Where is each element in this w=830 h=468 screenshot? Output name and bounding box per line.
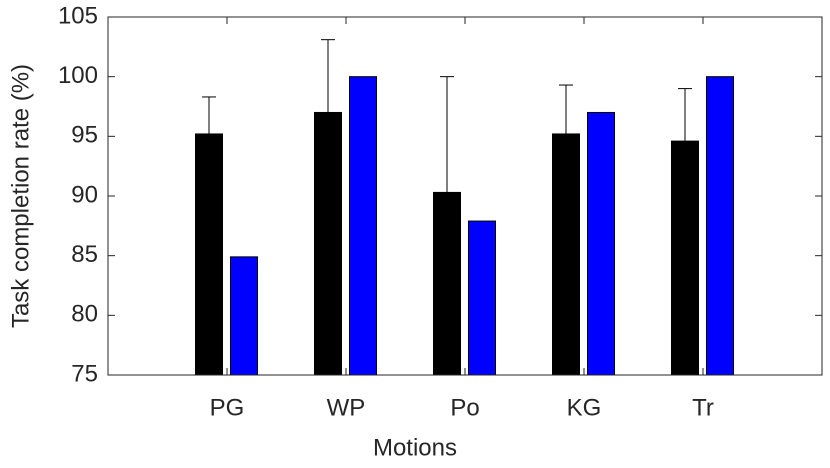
bar — [433, 191, 461, 376]
bar — [468, 220, 496, 376]
x-tick-label: WP — [327, 394, 366, 421]
bar — [587, 111, 615, 376]
y-tick-label: 85 — [71, 241, 98, 268]
bar — [671, 140, 699, 376]
y-tick-label: 90 — [71, 181, 98, 208]
bar — [195, 133, 223, 376]
y-tick-label: 100 — [58, 62, 98, 89]
bar — [552, 133, 580, 376]
bar — [314, 111, 342, 376]
y-axis-label: Task completion rate (%) — [7, 64, 34, 328]
bar — [230, 256, 258, 376]
y-tick-label: 105 — [58, 2, 98, 29]
y-tick-label: 80 — [71, 301, 98, 328]
x-tick-label: PG — [210, 394, 245, 421]
x-tick-label: Tr — [692, 394, 714, 421]
error-bar — [678, 88, 692, 142]
x-tick-label: KG — [567, 394, 602, 421]
bar — [706, 76, 734, 376]
error-bar — [202, 96, 216, 134]
plot-frame — [107, 16, 823, 376]
error-bar — [559, 84, 573, 134]
bar — [349, 76, 377, 376]
error-bar — [440, 76, 454, 193]
x-tick-label: Po — [450, 394, 479, 421]
error-bar — [321, 39, 335, 113]
y-tick-label: 95 — [71, 122, 98, 149]
y-tick-label: 75 — [71, 360, 98, 387]
x-axis-label: Motions — [373, 434, 457, 461]
